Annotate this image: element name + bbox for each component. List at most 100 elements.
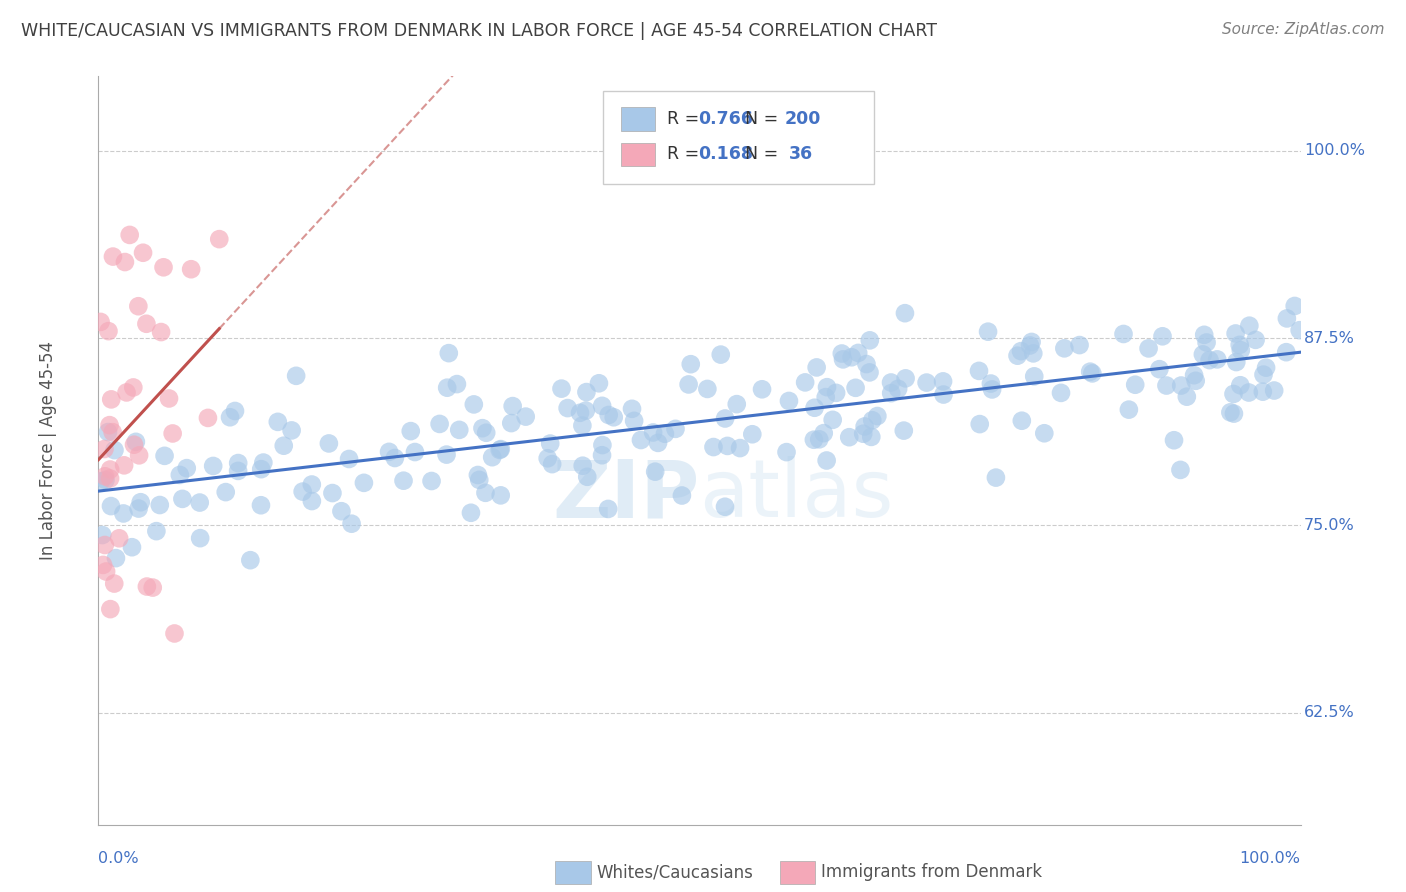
Point [91, 558, 114, 572]
Point [162, 426, 184, 441]
Point [1275, 311, 1298, 326]
FancyBboxPatch shape [621, 143, 655, 167]
Point [855, 357, 877, 371]
Point [1184, 374, 1206, 388]
Point [446, 377, 468, 392]
Point [1230, 343, 1253, 358]
Text: R =: R = [666, 145, 704, 163]
Point [429, 417, 451, 431]
Point [353, 475, 375, 490]
Point [654, 426, 676, 441]
Point [125, 434, 148, 449]
Point [1219, 405, 1241, 419]
Point [239, 553, 262, 567]
Point [803, 433, 825, 447]
Point [94, 469, 117, 483]
Point [250, 462, 273, 476]
Point [127, 299, 149, 313]
Text: 0.766: 0.766 [699, 111, 754, 128]
Point [1239, 318, 1261, 333]
Point [1050, 385, 1073, 400]
Point [112, 458, 135, 473]
Text: N =: N = [745, 111, 785, 128]
Point [318, 436, 340, 450]
Point [1206, 352, 1229, 367]
Point [880, 376, 903, 390]
Point [716, 439, 738, 453]
Point [122, 438, 145, 452]
Point [831, 346, 853, 360]
Point [838, 430, 860, 444]
Text: 62.5%: 62.5% [1305, 706, 1355, 720]
Point [98, 462, 121, 476]
Point [176, 461, 198, 475]
Point [404, 445, 426, 459]
Point [1175, 390, 1198, 404]
Point [501, 416, 523, 430]
Point [392, 474, 415, 488]
Point [98, 602, 121, 616]
Point [1170, 463, 1192, 477]
Point [100, 392, 122, 407]
Point [101, 425, 124, 439]
Point [224, 404, 246, 418]
Point [576, 470, 599, 484]
Point [1163, 434, 1185, 448]
Point [860, 430, 883, 444]
Point [932, 375, 955, 389]
Point [1229, 378, 1251, 392]
Point [252, 456, 274, 470]
Point [91, 528, 114, 542]
Text: atlas: atlas [699, 457, 894, 534]
Point [815, 380, 838, 394]
Point [569, 406, 592, 420]
Point [384, 450, 406, 465]
Point [984, 470, 1007, 484]
Text: Immigrants from Denmark: Immigrants from Denmark [821, 863, 1042, 881]
Point [301, 494, 323, 508]
Point [915, 376, 938, 390]
Point [1275, 345, 1298, 359]
FancyBboxPatch shape [603, 91, 873, 185]
Point [149, 498, 172, 512]
Point [1069, 338, 1091, 352]
Point [598, 502, 620, 516]
Point [815, 453, 838, 467]
Point [537, 451, 560, 466]
Point [488, 442, 510, 457]
Point [100, 499, 122, 513]
Point [104, 551, 127, 566]
Point [197, 411, 219, 425]
Point [588, 376, 610, 391]
Point [852, 426, 875, 441]
Point [853, 419, 876, 434]
Point [714, 500, 737, 514]
Point [121, 540, 143, 554]
Point [1192, 347, 1215, 361]
Point [644, 465, 666, 479]
Point [163, 626, 186, 640]
Point [489, 488, 512, 502]
Point [94, 473, 117, 487]
Point [1263, 384, 1285, 398]
Point [460, 506, 482, 520]
Point [208, 232, 231, 246]
Point [94, 565, 117, 579]
Point [866, 409, 889, 423]
Point [571, 458, 593, 473]
Point [1078, 365, 1101, 379]
Point [135, 580, 157, 594]
Point [101, 250, 124, 264]
Point [132, 245, 155, 260]
Point [291, 484, 314, 499]
Point [90, 315, 112, 329]
Point [571, 418, 593, 433]
Point [821, 413, 844, 427]
Text: 0.0%: 0.0% [98, 851, 139, 866]
Point [591, 399, 613, 413]
Point [467, 468, 489, 483]
Point [152, 260, 174, 275]
Point [696, 382, 718, 396]
Point [280, 424, 302, 438]
Point [1011, 414, 1033, 428]
